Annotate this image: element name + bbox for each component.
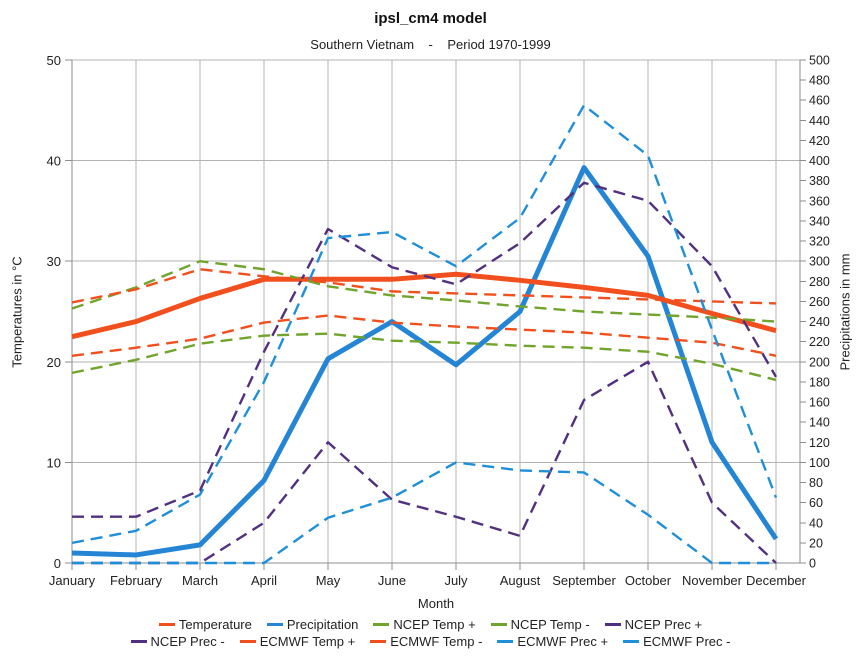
y-right-tick-label: 460: [809, 94, 830, 108]
y-right-tick-label: 500: [809, 54, 830, 68]
y-right-tick-label: 380: [809, 174, 830, 188]
legend-line-swatch: [373, 623, 390, 626]
x-tick-label: March: [182, 573, 218, 588]
legend-label: ECMWF Temp -: [390, 634, 483, 649]
legend-label: NCEP Temp +: [393, 617, 476, 632]
y-right-tick-label: 80: [809, 476, 823, 490]
legend-item-ecmwf-prec: ECMWF Prec -: [623, 634, 730, 649]
legend-item-temperature: Temperature: [158, 617, 252, 632]
chart-title: ipsl_cm4 model: [374, 10, 487, 27]
y-left-tick-label: 30: [47, 254, 61, 269]
y-axis-right-ticks: 0 20 40 60 80 100 120 140 160 180 200 220 240 260 280 3…: [800, 54, 830, 571]
y-right-tick-label: 260: [809, 295, 830, 309]
y-right-tick-label: 200: [809, 355, 830, 369]
y-right-tick-label: 100: [809, 456, 830, 470]
legend-line-swatch: [130, 640, 147, 643]
legend-line-swatch: [604, 623, 621, 626]
legend-item-ecmwf-temp: ECMWF Temp -: [370, 634, 482, 649]
series-line-ncep-temp: [71, 260, 777, 323]
x-tick-label: July: [444, 573, 468, 588]
x-tick-label: June: [378, 573, 406, 588]
y-right-tick-label: 440: [809, 114, 830, 128]
legend-label: ECMWF Prec -: [643, 634, 731, 649]
legend-row: Temperature Precipitation NCEP Temp + NCEP …: [158, 617, 703, 632]
axes: [71, 60, 801, 564]
legend-item-precipitation: Precipitation: [266, 617, 359, 632]
legend-label: Temperature: [178, 617, 252, 632]
gridlines: [71, 59, 801, 564]
legend-row: NCEP Prec - ECMWF Temp + ECMWF Temp - ECMWF…: [130, 634, 730, 649]
x-tick-label: February: [110, 573, 163, 588]
y-left-tick-label: 20: [47, 355, 61, 370]
series-line-ncep-prec: [72, 181, 778, 518]
legend-item-ncep-temp: NCEP Temp -: [490, 617, 590, 632]
y-axis-left-ticks: 0 10 20 30 40 50: [47, 53, 72, 571]
legend-line-swatch: [370, 640, 387, 643]
legend-line-swatch: [623, 640, 640, 643]
x-tick-label: September: [552, 573, 616, 588]
y-right-tick-label: 240: [809, 315, 830, 329]
series-line-precipitation: [71, 165, 779, 558]
y-right-tick-label: 320: [809, 235, 830, 249]
chart-subtitle: Southern Vietnam - Period 1970-1999: [310, 37, 551, 52]
legend-line-swatch: [497, 640, 514, 643]
y-axis-title-left: Temperatures in °C: [9, 256, 25, 368]
y-right-tick-label: 420: [809, 134, 830, 148]
legend-label: ECMWF Temp +: [259, 634, 356, 649]
y-right-tick-label: 480: [809, 74, 830, 88]
legend-item-ncep-prec: NCEP Prec +: [604, 617, 703, 632]
chart-legend: Temperature Precipitation NCEP Temp + NCEP …: [0, 617, 861, 649]
y-right-tick-label: 120: [809, 436, 830, 450]
y-axis-title-right: Precipitations in mm: [837, 253, 853, 371]
x-tick-label: August: [500, 573, 541, 588]
x-axis-ticks: January February March April May June July Augu…: [49, 563, 807, 588]
legend-line-swatch: [158, 623, 175, 626]
y-right-tick-label: 20: [809, 536, 823, 550]
x-axis-title: Month: [417, 596, 455, 611]
series-line-ncep-temp: [71, 332, 777, 382]
legend-item-ecmwf-prec: ECMWF Prec +: [497, 634, 608, 649]
x-tick-label: December: [746, 573, 807, 588]
x-tick-label: November: [682, 573, 743, 588]
y-right-tick-label: 180: [809, 375, 830, 389]
series-line-ecmwf-prec: [72, 461, 776, 565]
x-tick-label: October: [625, 573, 672, 588]
legend-label: NCEP Prec -: [150, 634, 225, 649]
series-line-ecmwf-prec: [71, 104, 778, 545]
y-right-tick-label: 360: [809, 194, 830, 208]
y-left-tick-label: 40: [47, 154, 61, 169]
y-right-tick-label: 60: [809, 496, 823, 510]
legend-label: NCEP Temp -: [510, 617, 590, 632]
series-lines: [71, 104, 779, 565]
legend-line-swatch: [239, 640, 256, 643]
y-right-tick-label: 400: [809, 154, 830, 168]
series-line-ecmwf-temp: [71, 268, 777, 305]
y-right-tick-label: 280: [809, 275, 830, 289]
legend-label: Precipitation: [286, 617, 359, 632]
y-left-tick-label: 10: [47, 455, 61, 470]
y-left-tick-label: 50: [47, 53, 61, 68]
legend-item-ecmwf-temp: ECMWF Temp +: [239, 634, 356, 649]
legend-item-ncep-temp: NCEP Temp +: [373, 617, 476, 632]
x-tick-label: January: [49, 573, 96, 588]
x-tick-label: May: [316, 573, 341, 588]
legend-line-swatch: [490, 623, 507, 626]
legend-label: ECMWF Prec +: [517, 634, 609, 649]
legend-line-swatch: [266, 623, 283, 626]
y-right-tick-label: 300: [809, 255, 830, 269]
y-left-tick-label: 0: [54, 556, 61, 571]
series-line-ecmwf-temp: [71, 314, 777, 357]
y-right-tick-label: 140: [809, 416, 830, 430]
y-right-tick-label: 220: [809, 335, 830, 349]
legend-item-ncep-prec: NCEP Prec -: [130, 634, 225, 649]
x-tick-label: April: [251, 573, 277, 588]
y-right-tick-label: 340: [809, 214, 830, 228]
legend-label: NCEP Prec +: [624, 617, 703, 632]
y-right-tick-label: 40: [809, 516, 823, 530]
y-right-tick-label: 160: [809, 396, 830, 410]
y-right-tick-label: 0: [809, 557, 816, 571]
